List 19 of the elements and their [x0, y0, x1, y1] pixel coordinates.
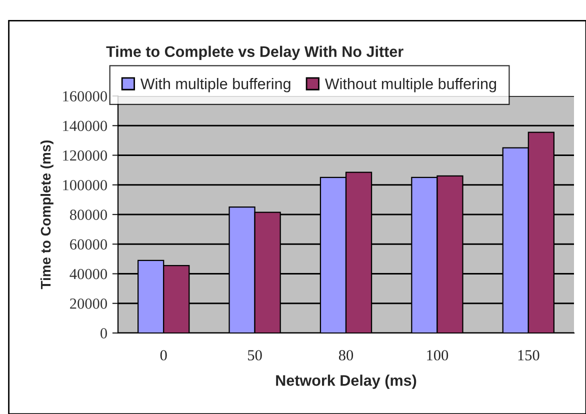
y-axis-title: Time to Complete (ms) [40, 140, 54, 290]
y-tick-label: 40000 [70, 268, 107, 280]
y-tick-label: 80000 [70, 210, 107, 220]
x-tick-label: 50 [248, 350, 262, 360]
y-tick-label: 160000 [63, 91, 107, 102]
chart-title: Time to Complete vs Delay With No Jitter [106, 46, 404, 60]
y-tick-label: 140000 [63, 120, 107, 132]
y-tick-label: 0 [100, 328, 107, 338]
y-tick-label: 60000 [70, 239, 107, 250]
x-tick-label: 0 [160, 350, 167, 360]
y-tick-label: 20000 [70, 298, 107, 309]
y-tick-label: 100000 [63, 180, 107, 190]
x-axis-title: Network Delay (ms) [276, 374, 416, 389]
x-tick-label: 100 [427, 350, 448, 360]
x-tick-label: 80 [338, 350, 354, 360]
legend-label: With multiple buffering [140, 78, 290, 92]
legend-label: Without multiple buffering [324, 78, 496, 92]
y-tick-label: 120000 [63, 150, 107, 161]
x-tick-label: 150 [518, 350, 540, 360]
